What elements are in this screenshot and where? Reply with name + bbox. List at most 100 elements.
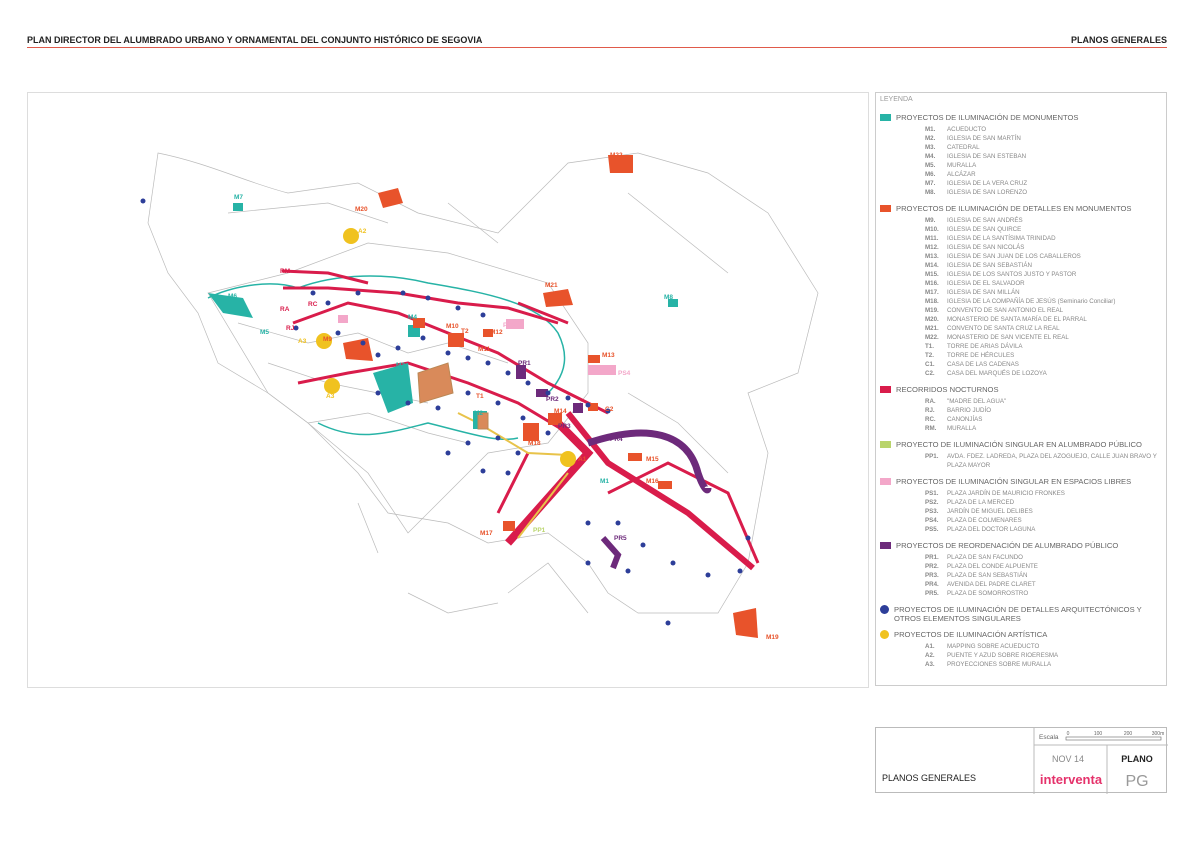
- item-code: M7.: [925, 180, 936, 187]
- map-label: M2: [474, 410, 483, 417]
- legend-item: M6. ALCÁZAR: [925, 170, 1162, 179]
- header: PLAN DIRECTOR DEL ALUMBRADO URBANO Y ORN…: [27, 35, 1167, 48]
- legend-item: PR5. PLAZA DE SOMORROSTRO: [925, 589, 1162, 598]
- legend-items: A1. MAPPING SOBRE ACUEDUCTO A2. PUENTE Y AZ…: [880, 642, 1162, 669]
- legend-item: C2. CASA DEL MARQUÉS DE LOZOYA: [925, 369, 1162, 378]
- legend-item: M16. IGLESIA DE EL SALVADOR: [925, 279, 1162, 288]
- plano-code: PG: [1125, 773, 1148, 790]
- item-code: RA.: [925, 398, 936, 405]
- item-label: IGLESIA DE LOS SANTOS JUSTO Y PASTOR: [947, 271, 1077, 278]
- legend-item: M22. MONASTERIO DE SAN VICENTE EL REAL: [925, 333, 1162, 342]
- detail-point: [505, 370, 511, 376]
- map-label: RJ: [286, 325, 295, 332]
- item-label: IGLESIA DE LA VERA CRUZ: [947, 180, 1028, 187]
- detail-point: [293, 325, 299, 331]
- map-label: M20: [355, 206, 368, 213]
- legend-heading: RECORRIDOS NOCTURNOS: [880, 385, 1162, 394]
- detail-point: [545, 430, 551, 436]
- pr5: [600, 536, 622, 570]
- purple-areas: [516, 365, 583, 413]
- legend-items: RA. "MADRE DEL AGUA" RJ. BARRIO JUDÍO RC. CAN…: [880, 397, 1162, 433]
- detail-point: [310, 290, 316, 296]
- map-label: PR3: [558, 423, 571, 430]
- detail-point: [670, 560, 676, 566]
- item-label: "MADRE DEL AGUA": [947, 398, 1007, 405]
- item-label: PLAZA DEL DOCTOR LAGUNA: [947, 526, 1036, 533]
- item-code: M3.: [925, 144, 936, 151]
- item-label: MONASTERIO DE SANTA MARÍA DE EL PARRAL: [947, 316, 1087, 323]
- item-label: IGLESIA DE LA COMPAÑÍA DE JESÚS (Seminar…: [947, 298, 1116, 305]
- detail-point: [515, 450, 521, 456]
- item-label: TORRE DE ARIAS DÁVILA: [947, 343, 1023, 350]
- pink-areas: [338, 315, 616, 375]
- legend-heading: PROYECTOS DE ILUMINACIÓN DE DETALLES EN …: [880, 204, 1162, 213]
- detail-point: [375, 390, 381, 396]
- map-label: M3: [396, 362, 405, 369]
- scale-tick: 100: [1094, 731, 1103, 737]
- routes: [281, 269, 760, 564]
- legend-item: PS2. PLAZA DE LA MERCED: [925, 498, 1162, 507]
- legend-heading: PROYECTO DE ILUMINACIÓN SINGULAR EN ALUM…: [880, 440, 1162, 449]
- map-label: PR4: [610, 436, 623, 443]
- detail-point: [545, 390, 551, 396]
- item-code: PS5.: [925, 526, 939, 533]
- teal-areas: [208, 203, 678, 429]
- map-label: M1: [600, 478, 609, 485]
- legend-heading: PROYECTOS DE ILUMINACIÓN DE DETALLES ARQ…: [880, 605, 1162, 623]
- legend-item: M2. IGLESIA DE SAN MARTÍN: [925, 134, 1162, 143]
- item-label: PLAZA DE COLMENARES: [947, 517, 1022, 524]
- map-label: RA: [280, 306, 290, 313]
- legend-heading-text: RECORRIDOS NOCTURNOS: [896, 385, 999, 394]
- map-label: M14: [554, 408, 567, 415]
- item-code: PR5.: [925, 590, 939, 597]
- map-label: T1: [476, 393, 484, 400]
- map-label: M7: [234, 194, 243, 201]
- item-code: A3.: [925, 661, 935, 668]
- item-label: MONASTERIO DE SAN VICENTE EL REAL: [947, 334, 1069, 341]
- item-label: PLAZA DE SAN SEBASTIÁN: [947, 572, 1028, 579]
- legend-items: PR1. PLAZA DE SAN FACUNDO PR2. PLAZA DEL CO…: [880, 553, 1162, 598]
- item-code: PS2.: [925, 499, 939, 506]
- detail-point: [605, 408, 611, 414]
- item-label: IGLESIA DE SAN ESTEBAN: [947, 153, 1027, 160]
- map-frame: M7 M20 A2 M22 RM M21 M6 M8 RA RC RJ M5 A3 A3 M4 M10 T2 M1…: [27, 92, 869, 688]
- item-label: PLAZA DE SOMORROSTRO: [947, 590, 1029, 597]
- wall: [207, 275, 566, 441]
- item-label: CONVENTO DE SANTA CRUZ LA REAL: [947, 325, 1060, 332]
- scale-bar: [1065, 736, 1162, 741]
- legend-swatch: [880, 441, 891, 448]
- map-label: A1: [578, 456, 587, 463]
- item-label: IGLESIA DE SAN MILLÁN: [947, 289, 1020, 296]
- map-label: C2: [605, 406, 614, 413]
- item-label: AVDA. FDEZ. LADREDA, PLAZA DEL AZOGUEJO,…: [947, 453, 1157, 469]
- item-code: PR1.: [925, 554, 939, 561]
- item-label: JARDÍN DE MIGUEL DELIBES: [947, 508, 1033, 515]
- item-code: M21.: [925, 325, 939, 332]
- legend-item: M12. IGLESIA DE SAN NICOLÁS: [925, 243, 1162, 252]
- item-code: PS3.: [925, 508, 939, 515]
- legend-title: LEYENDA: [880, 96, 913, 103]
- item-label: PUENTE Y AZUD SOBRE RIOERESMA: [947, 652, 1059, 659]
- detail-point: [665, 620, 671, 626]
- legend-item: PP1. AVDA. FDEZ. LADREDA, PLAZA DEL AZOGU…: [925, 452, 1162, 470]
- legend-item: M8. IGLESIA DE SAN LORENZO: [925, 188, 1162, 197]
- detail-point: [405, 400, 411, 406]
- legend-item: M11. IGLESIA DE LA SANTÍSIMA TRINIDAD: [925, 234, 1162, 243]
- legend-heading-text: PROYECTOS DE ILUMINACIÓN DE DETALLES ARQ…: [894, 605, 1142, 623]
- legend-item: RC. CANONJÍAS: [925, 415, 1162, 424]
- detail-point: [425, 295, 431, 301]
- legend-swatch: [880, 386, 891, 393]
- item-code: T2.: [925, 352, 934, 359]
- item-code: M12.: [925, 244, 939, 251]
- legend-heading: PROYECTOS DE ILUMINACIÓN DE MONUMENTOS: [880, 113, 1162, 122]
- item-code: PP1.: [925, 453, 939, 460]
- legend-item: M5. MURALLA: [925, 161, 1162, 170]
- map-label: PR2: [546, 396, 559, 403]
- legend-heading-text: PROYECTOS DE ILUMINACIÓN SINGULAR EN ESP…: [896, 477, 1132, 486]
- item-label: BARRIO JUDÍO: [947, 407, 992, 414]
- legend-item: M17. IGLESIA DE SAN MILLÁN: [925, 288, 1162, 297]
- map-label: M4: [408, 314, 417, 321]
- route-main: [565, 411, 755, 571]
- map-label: M5: [260, 329, 269, 336]
- item-code: PS4.: [925, 517, 939, 524]
